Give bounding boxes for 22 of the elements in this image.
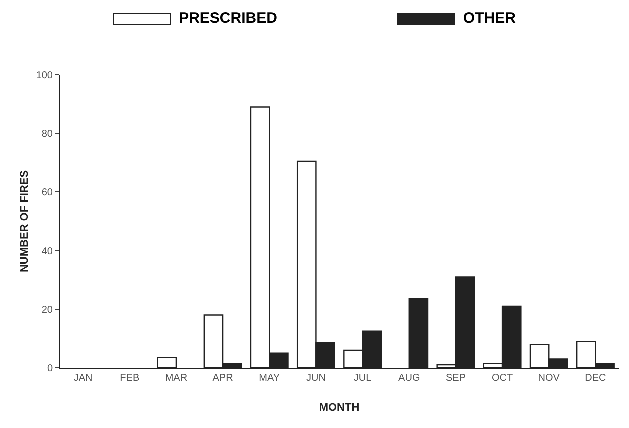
y-tick-label: 20: [42, 304, 54, 316]
y-tick-label: 40: [42, 246, 54, 258]
x-tick-label: AUG: [398, 373, 420, 384]
y-tick-label: 80: [42, 129, 54, 140]
y-tick-label: 100: [36, 70, 54, 82]
y-axis-title: NUMBER OF FIRES: [19, 170, 31, 273]
x-tick-label: JAN: [74, 373, 93, 384]
x-tick-label: JUL: [354, 373, 372, 384]
x-tick-label: FEB: [120, 373, 140, 384]
y-tick-label: 60: [42, 188, 54, 199]
x-tick-label: MAY: [259, 373, 280, 384]
x-axis-title: MONTH: [319, 402, 360, 414]
legend-label: OTHER: [463, 10, 516, 27]
x-tick-label: OCT: [492, 373, 514, 384]
y-tick-label: 0: [47, 364, 54, 374]
x-tick-label: NOV: [538, 373, 560, 384]
x-tick-label: DEC: [585, 373, 606, 384]
x-tick-label: JUN: [306, 373, 326, 384]
x-tick-label: APR: [212, 373, 234, 384]
x-tick-label: SEP: [446, 373, 466, 384]
legend-label: PRESCRIBED: [179, 10, 278, 27]
x-tick-label: MAR: [165, 373, 188, 384]
